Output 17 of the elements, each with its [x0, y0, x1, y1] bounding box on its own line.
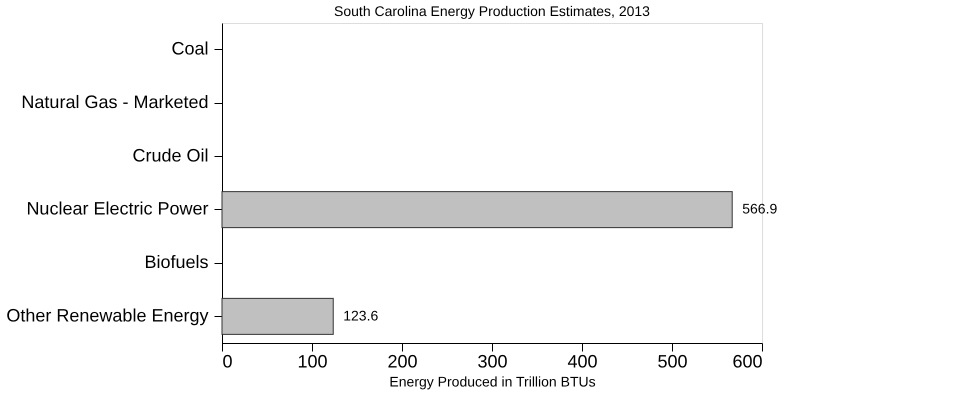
y-tick-label: Other Renewable Energy — [6, 305, 208, 326]
x-tick-label: 300 — [477, 352, 508, 372]
y-tick-label: Crude Oil — [132, 145, 208, 166]
x-axis-title: Energy Produced in Trillion BTUs — [389, 374, 596, 390]
y-tick-label: Natural Gas - Marketed — [21, 92, 208, 112]
y-tick-label: Biofuels — [144, 252, 208, 272]
x-tick-label: 500 — [657, 352, 688, 372]
x-tick-label: 100 — [297, 352, 328, 372]
x-tick-label: 200 — [387, 352, 418, 372]
y-tick-label: Coal — [171, 38, 208, 59]
x-tick-label: 0 — [222, 352, 233, 372]
data-label: 566.9 — [742, 200, 778, 217]
x-tick-label: 400 — [567, 352, 598, 372]
chart-title: South Carolina Energy Production Estimates, 2013 — [334, 3, 650, 19]
data-label: 123.6 — [343, 307, 378, 324]
x-tick-label: 600 — [732, 352, 762, 372]
y-tick-label: Nuclear Electric Power — [26, 198, 208, 219]
